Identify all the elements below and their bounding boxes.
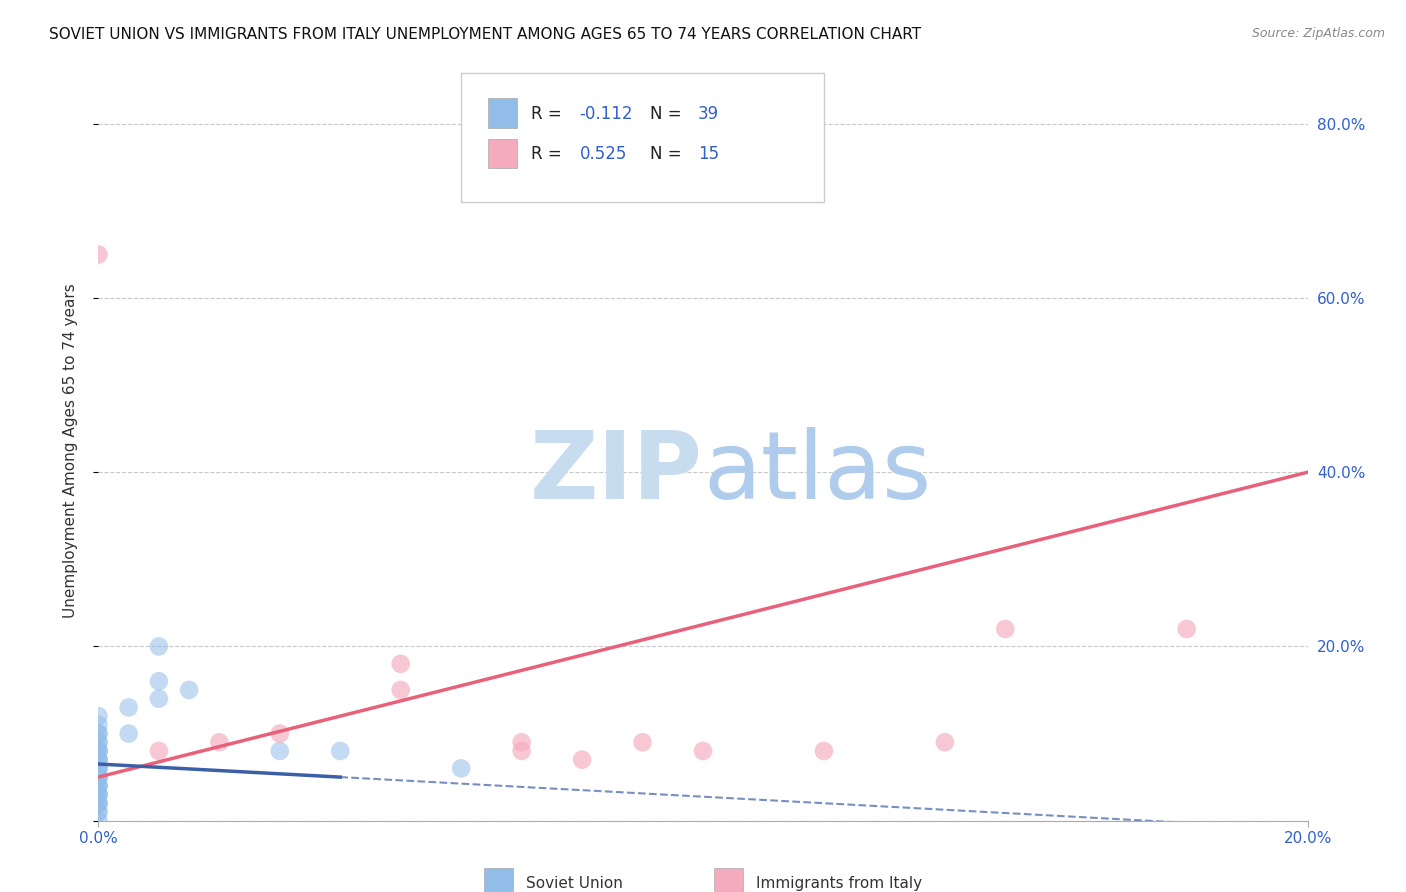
- Point: [148, 691, 170, 706]
- Point: [87, 761, 110, 775]
- Text: ZIP: ZIP: [530, 426, 703, 518]
- Text: 0.525: 0.525: [579, 145, 627, 163]
- Point: [87, 753, 110, 767]
- Text: -0.112: -0.112: [579, 104, 633, 122]
- Point: [148, 640, 170, 654]
- Point: [389, 683, 412, 698]
- Point: [813, 744, 835, 758]
- Point: [571, 753, 593, 767]
- FancyBboxPatch shape: [461, 73, 824, 202]
- Text: N =: N =: [650, 104, 686, 122]
- Point: [148, 674, 170, 689]
- Point: [87, 744, 110, 758]
- Point: [269, 726, 291, 740]
- Point: [87, 805, 110, 819]
- Point: [87, 770, 110, 784]
- FancyBboxPatch shape: [488, 139, 517, 169]
- Text: SOVIET UNION VS IMMIGRANTS FROM ITALY UNEMPLOYMENT AMONG AGES 65 TO 74 YEARS COR: SOVIET UNION VS IMMIGRANTS FROM ITALY UN…: [49, 27, 921, 42]
- Point: [87, 718, 110, 732]
- Text: R =: R =: [531, 104, 567, 122]
- Point: [1175, 622, 1198, 636]
- FancyBboxPatch shape: [488, 98, 517, 128]
- Point: [510, 735, 533, 749]
- Point: [934, 735, 956, 749]
- Point: [87, 735, 110, 749]
- Point: [994, 622, 1017, 636]
- Point: [179, 683, 201, 698]
- Text: 15: 15: [699, 145, 720, 163]
- Text: Immigrants from Italy: Immigrants from Italy: [756, 876, 922, 891]
- Point: [87, 770, 110, 784]
- Point: [450, 761, 472, 775]
- Point: [87, 796, 110, 810]
- Point: [87, 779, 110, 793]
- Point: [87, 709, 110, 723]
- Point: [87, 735, 110, 749]
- Y-axis label: Unemployment Among Ages 65 to 74 years: Unemployment Among Ages 65 to 74 years: [63, 283, 77, 618]
- Point: [148, 744, 170, 758]
- Text: N =: N =: [650, 145, 686, 163]
- Point: [87, 726, 110, 740]
- Point: [87, 805, 110, 819]
- Point: [87, 779, 110, 793]
- Point: [87, 744, 110, 758]
- Point: [269, 744, 291, 758]
- Point: [87, 779, 110, 793]
- FancyBboxPatch shape: [484, 868, 513, 892]
- Point: [87, 814, 110, 828]
- Point: [510, 744, 533, 758]
- Point: [87, 726, 110, 740]
- Text: Source: ZipAtlas.com: Source: ZipAtlas.com: [1251, 27, 1385, 40]
- Point: [87, 247, 110, 261]
- Point: [389, 657, 412, 671]
- Point: [87, 761, 110, 775]
- Text: Soviet Union: Soviet Union: [526, 876, 623, 891]
- Text: atlas: atlas: [703, 426, 931, 518]
- FancyBboxPatch shape: [714, 868, 742, 892]
- Point: [87, 796, 110, 810]
- Point: [87, 788, 110, 802]
- Point: [87, 753, 110, 767]
- Point: [631, 735, 654, 749]
- Point: [87, 761, 110, 775]
- Point: [118, 700, 141, 714]
- Point: [208, 735, 231, 749]
- Point: [87, 788, 110, 802]
- Point: [329, 744, 352, 758]
- Text: R =: R =: [531, 145, 567, 163]
- Point: [87, 744, 110, 758]
- Point: [87, 770, 110, 784]
- Point: [87, 753, 110, 767]
- Point: [87, 796, 110, 810]
- Point: [692, 744, 714, 758]
- Point: [87, 788, 110, 802]
- Text: 39: 39: [699, 104, 720, 122]
- Point: [118, 726, 141, 740]
